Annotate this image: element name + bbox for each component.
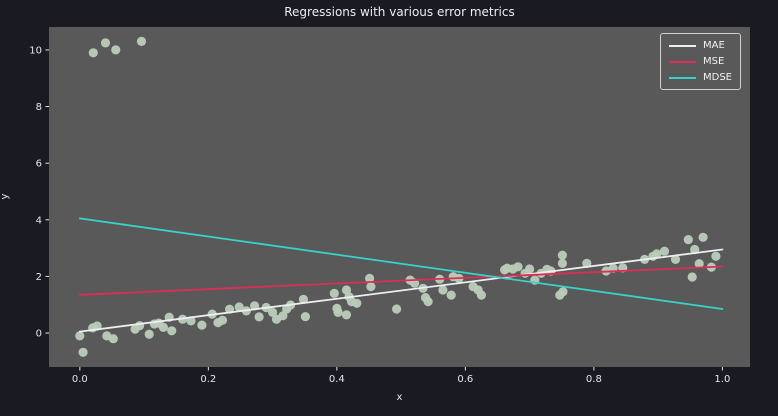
x-tick-label: 0.2	[200, 374, 216, 385]
scatter-point	[694, 259, 704, 269]
scatter-point	[167, 326, 177, 336]
legend-entry-mse: MSE	[669, 55, 732, 68]
chart-title: Regressions with various error metrics	[284, 5, 515, 19]
scatter-point	[100, 38, 111, 48]
scatter-point	[111, 45, 121, 55]
scatter-point	[690, 244, 700, 255]
scatter-point	[438, 285, 448, 295]
scatter-point	[108, 334, 118, 344]
scatter-point	[158, 322, 168, 332]
scatter-point	[711, 251, 721, 261]
scatter-point	[698, 232, 708, 242]
scatter-point	[366, 282, 376, 292]
x-tick-label: 0.4	[329, 374, 345, 385]
scatter-point	[670, 254, 681, 264]
scatter-point	[75, 331, 85, 341]
scatter-point	[525, 264, 535, 274]
legend-label: MDSE	[703, 72, 732, 83]
x-axis-label: x	[396, 392, 403, 403]
scatter-point	[687, 272, 697, 282]
axes-background	[49, 27, 750, 367]
legend: MAE MSE MDSE	[660, 33, 741, 90]
scatter-point	[298, 294, 308, 304]
scatter-point	[333, 307, 343, 317]
scatter-point	[78, 347, 88, 357]
y-tick-label: 6	[36, 159, 42, 170]
scatter-point	[144, 329, 154, 339]
scatter-point	[234, 302, 244, 312]
scatter-point	[197, 320, 207, 330]
scatter-point	[341, 310, 352, 320]
scatter-point	[329, 288, 339, 298]
scatter-point	[135, 321, 145, 331]
scatter-point	[88, 48, 98, 58]
scatter-point	[683, 235, 693, 245]
scatter-point	[558, 287, 568, 297]
legend-label: MSE	[703, 56, 725, 67]
scatter-point	[476, 290, 486, 300]
legend-line-swatch	[669, 76, 696, 79]
scatter-point	[557, 250, 568, 260]
x-tick-label: 0.6	[457, 374, 473, 385]
scatter-point	[557, 258, 568, 268]
scatter-point	[513, 262, 523, 272]
scatter-point	[352, 298, 362, 308]
scatter-point	[268, 307, 278, 317]
scatter-point	[217, 315, 228, 325]
legend-line-swatch	[669, 60, 696, 63]
regression-line-mse	[78, 265, 724, 296]
scatter-point	[136, 36, 147, 47]
scatter-point	[254, 312, 264, 322]
legend-label: MAE	[703, 40, 725, 51]
y-tick-label: 10	[29, 45, 42, 56]
x-tick-label: 0.8	[586, 374, 602, 385]
scatter-point	[392, 304, 402, 314]
regression-line-mae	[78, 248, 724, 333]
scatter-point	[365, 273, 375, 283]
legend-line-swatch	[669, 44, 696, 47]
x-tick-label: 0.0	[72, 374, 88, 385]
scatter-point	[423, 297, 433, 307]
scatter-point	[659, 246, 670, 256]
y-axis-label: y	[0, 193, 11, 200]
y-tick-label: 8	[36, 102, 42, 113]
scatter-point	[300, 312, 310, 322]
scatter-point	[446, 290, 456, 300]
y-tick-label: 0	[36, 329, 42, 340]
scatter-point	[652, 249, 662, 259]
regression-line-mdse	[78, 217, 724, 310]
scatter-point	[186, 316, 196, 326]
scatter-point	[278, 311, 288, 321]
legend-entry-mdse: MDSE	[669, 71, 732, 84]
x-tick-label: 1.0	[714, 374, 730, 385]
legend-entry-mae: MAE	[669, 39, 732, 52]
y-tick-label: 4	[36, 215, 42, 226]
y-tick-label: 2	[36, 272, 42, 283]
